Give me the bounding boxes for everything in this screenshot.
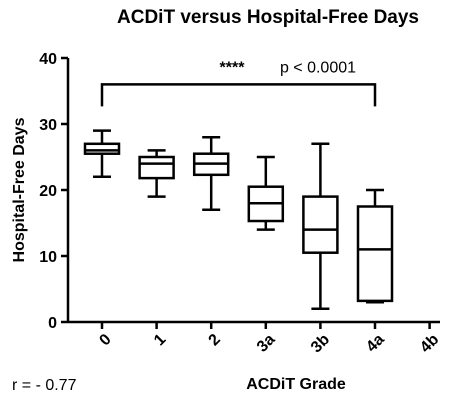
y-tick-label: 30: [39, 117, 57, 134]
box-iqr: [356, 205, 394, 303]
y-axis-label: Hospital-Free Days: [11, 117, 28, 262]
chart-title: ACDiT versus Hospital-Free Days: [117, 7, 419, 28]
box-1: [138, 149, 175, 198]
significance-stars: ****: [220, 59, 246, 76]
correlation-text: r = - 0.77: [12, 377, 77, 394]
significance-annotation: **** p < 0.0001: [100, 59, 377, 107]
x-axis-label: ACDiT Grade: [246, 376, 346, 393]
x-tick-label: 4b: [417, 331, 442, 356]
x-tick-label: 2: [206, 331, 224, 349]
box-3b: [302, 142, 339, 311]
box-0: [83, 129, 121, 179]
x-tick-label: 3b: [308, 331, 333, 356]
box-3a: [247, 155, 285, 231]
p-value-label: p < 0.0001: [280, 59, 356, 76]
y-tick-label: 20: [39, 183, 57, 200]
x-tick-label: 3a: [254, 331, 279, 356]
x-tick-label: 4a: [363, 331, 388, 356]
boxes: [83, 129, 394, 311]
box-iqr: [83, 142, 121, 155]
box-2: [192, 135, 230, 212]
x-tick-label: 0: [96, 331, 114, 349]
box-iqr: [302, 195, 339, 254]
x-tick-label: 1: [151, 331, 169, 349]
box-iqr: [138, 155, 175, 180]
y-tick-label: 0: [48, 315, 57, 332]
y-tick-label: 40: [39, 51, 57, 68]
y-tick-label: 10: [39, 249, 57, 266]
box-4a: [356, 188, 394, 304]
axes: 0 10 20 30 40 0 1 2 3a 3b 4a 4b: [39, 51, 442, 356]
significance-bracket: [100, 83, 377, 107]
